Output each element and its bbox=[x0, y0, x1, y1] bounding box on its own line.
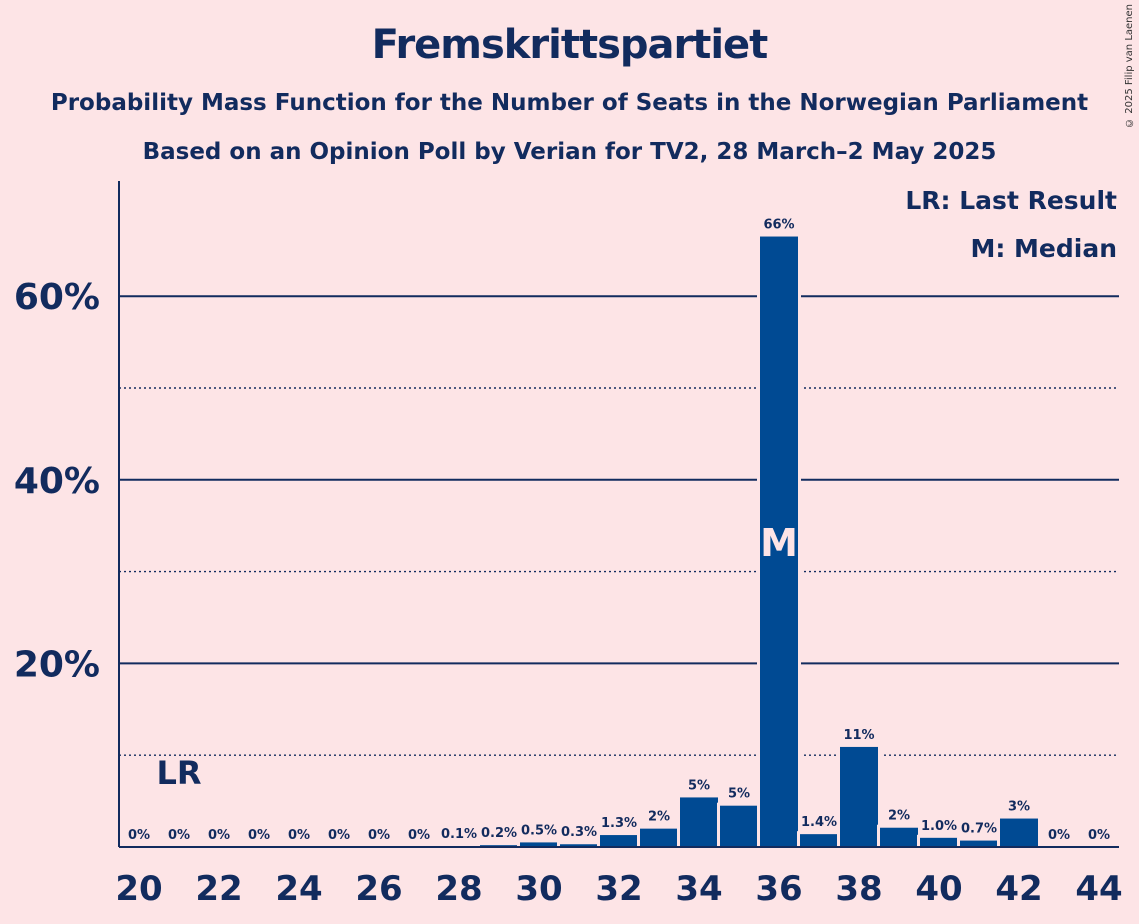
bar-seat-39 bbox=[880, 827, 918, 847]
value-label-seat-39: 2% bbox=[888, 809, 910, 824]
bar-seat-35 bbox=[720, 805, 758, 847]
legend-last-result: LR: Last Result bbox=[905, 186, 1117, 215]
bar-seat-34 bbox=[680, 797, 718, 847]
value-label-seat-32: 1.3% bbox=[601, 816, 637, 831]
value-label-bg-37 bbox=[799, 813, 839, 830]
bar-seat-36 bbox=[760, 236, 798, 847]
markers: LR M bbox=[156, 521, 797, 792]
value-label-bg-43 bbox=[1039, 826, 1079, 842]
bar-gap-29 bbox=[477, 842, 521, 847]
y-tick-label-20: 20% bbox=[14, 644, 100, 685]
value-label-bg-29 bbox=[479, 824, 519, 841]
value-label-bg-42 bbox=[999, 797, 1039, 814]
x-tick-label-26: 26 bbox=[355, 869, 402, 909]
value-label-bg-34 bbox=[679, 776, 719, 793]
value-label-seat-38: 11% bbox=[843, 728, 874, 743]
value-label-seat-44: 0% bbox=[1088, 828, 1110, 843]
x-tick-label-34: 34 bbox=[675, 869, 722, 909]
value-label-bg-24 bbox=[279, 826, 319, 842]
chart-subtitle-method: Probability Mass Function for the Number… bbox=[50, 90, 1089, 116]
value-label-seat-41: 0.7% bbox=[961, 822, 997, 837]
bar-seat-38 bbox=[840, 746, 878, 847]
value-label-bg-26 bbox=[359, 826, 399, 842]
value-label-seat-29: 0.2% bbox=[481, 826, 517, 841]
value-label-bg-30 bbox=[519, 821, 559, 838]
value-label-bg-28 bbox=[439, 825, 479, 842]
value-label-seat-35: 5% bbox=[728, 787, 750, 802]
x-tick-label-30: 30 bbox=[515, 869, 562, 909]
value-label-seat-20: 0% bbox=[128, 828, 150, 843]
x-tick-label-28: 28 bbox=[435, 869, 482, 909]
value-label-bg-22 bbox=[199, 826, 239, 842]
value-label-seat-42: 3% bbox=[1008, 800, 1030, 815]
value-label-seat-27: 0% bbox=[408, 828, 430, 843]
x-tick-label-38: 38 bbox=[835, 869, 882, 909]
x-tick-label-24: 24 bbox=[275, 869, 322, 909]
value-label-bg-20 bbox=[119, 826, 159, 842]
y-axis: 20% 40% 60% bbox=[14, 181, 120, 847]
bar-seat-37 bbox=[800, 834, 838, 847]
value-label-seat-31: 0.3% bbox=[561, 825, 597, 840]
bar-seat-42 bbox=[1000, 818, 1038, 847]
value-label-bg-39 bbox=[879, 806, 919, 823]
x-tick-label-20: 20 bbox=[115, 869, 162, 909]
value-label-seat-36: 66% bbox=[763, 218, 794, 233]
bars bbox=[437, 233, 1041, 847]
bar-seat-32 bbox=[600, 835, 638, 847]
value-label-bg-23 bbox=[239, 826, 279, 842]
value-label-seat-26: 0% bbox=[368, 828, 390, 843]
value-label-bg-32 bbox=[599, 814, 639, 831]
value-label-bg-40 bbox=[919, 816, 959, 833]
legend-median: M: Median bbox=[970, 234, 1117, 263]
bar-gap-31 bbox=[557, 841, 601, 847]
x-tick-label-42: 42 bbox=[995, 869, 1042, 909]
grid-lines bbox=[119, 295, 1119, 756]
bar-seat-33 bbox=[640, 828, 678, 847]
bar-seat-30 bbox=[520, 842, 558, 847]
value-label-seat-22: 0% bbox=[208, 828, 230, 843]
x-axis: 20 22 24 26 28 30 32 34 36 38 40 42 44 bbox=[115, 846, 1123, 909]
value-label-seat-33: 2% bbox=[648, 810, 670, 825]
bar-seat-40 bbox=[920, 837, 958, 847]
x-tick-label-36: 36 bbox=[755, 869, 802, 909]
value-labels: 0% 0% 0% 0% 0% 0% 0% 0% 0.1% 0.2% 0.5% 0.3% 1.3% 2% 5%… bbox=[119, 215, 1119, 843]
bar-gap-28 bbox=[437, 843, 481, 847]
chart-title: Fremskrittspartiet bbox=[371, 22, 769, 68]
value-label-seat-40: 1.0% bbox=[921, 819, 957, 834]
x-tick-label-32: 32 bbox=[595, 869, 642, 909]
chart-subtitle-source: Based on an Opinion Poll by Verian for T… bbox=[142, 139, 997, 165]
value-label-bg-31 bbox=[559, 823, 599, 840]
value-label-seat-24: 0% bbox=[288, 828, 310, 843]
last-result-marker: LR bbox=[156, 754, 201, 792]
median-marker: M bbox=[760, 521, 798, 565]
y-tick-label-60: 60% bbox=[14, 277, 100, 318]
value-label-seat-30: 0.5% bbox=[521, 823, 557, 838]
value-label-bg-21 bbox=[159, 826, 199, 842]
value-label-bg-27 bbox=[399, 826, 439, 842]
x-tick-label-40: 40 bbox=[915, 869, 962, 909]
value-label-seat-21: 0% bbox=[168, 828, 190, 843]
value-label-bg-35 bbox=[719, 784, 759, 801]
value-label-seat-23: 0% bbox=[248, 828, 270, 843]
value-label-seat-25: 0% bbox=[328, 828, 350, 843]
value-label-seat-37: 1.4% bbox=[801, 815, 837, 830]
value-label-bg-38 bbox=[839, 725, 879, 742]
value-label-bg-25 bbox=[319, 826, 359, 842]
value-label-bg-44 bbox=[1079, 826, 1119, 842]
value-label-bg-33 bbox=[639, 807, 679, 824]
bar-seat-31 bbox=[560, 844, 598, 847]
value-label-seat-28: 0.1% bbox=[441, 827, 477, 842]
value-label-seat-34: 5% bbox=[688, 778, 710, 793]
bar-seat-41 bbox=[960, 840, 998, 847]
value-label-seat-43: 0% bbox=[1048, 828, 1070, 843]
x-tick-label-22: 22 bbox=[195, 869, 242, 909]
y-tick-label-40: 40% bbox=[14, 461, 100, 502]
value-label-bg-41 bbox=[959, 819, 999, 836]
value-label-bg-36 bbox=[759, 215, 799, 232]
x-tick-label-44: 44 bbox=[1075, 869, 1122, 909]
